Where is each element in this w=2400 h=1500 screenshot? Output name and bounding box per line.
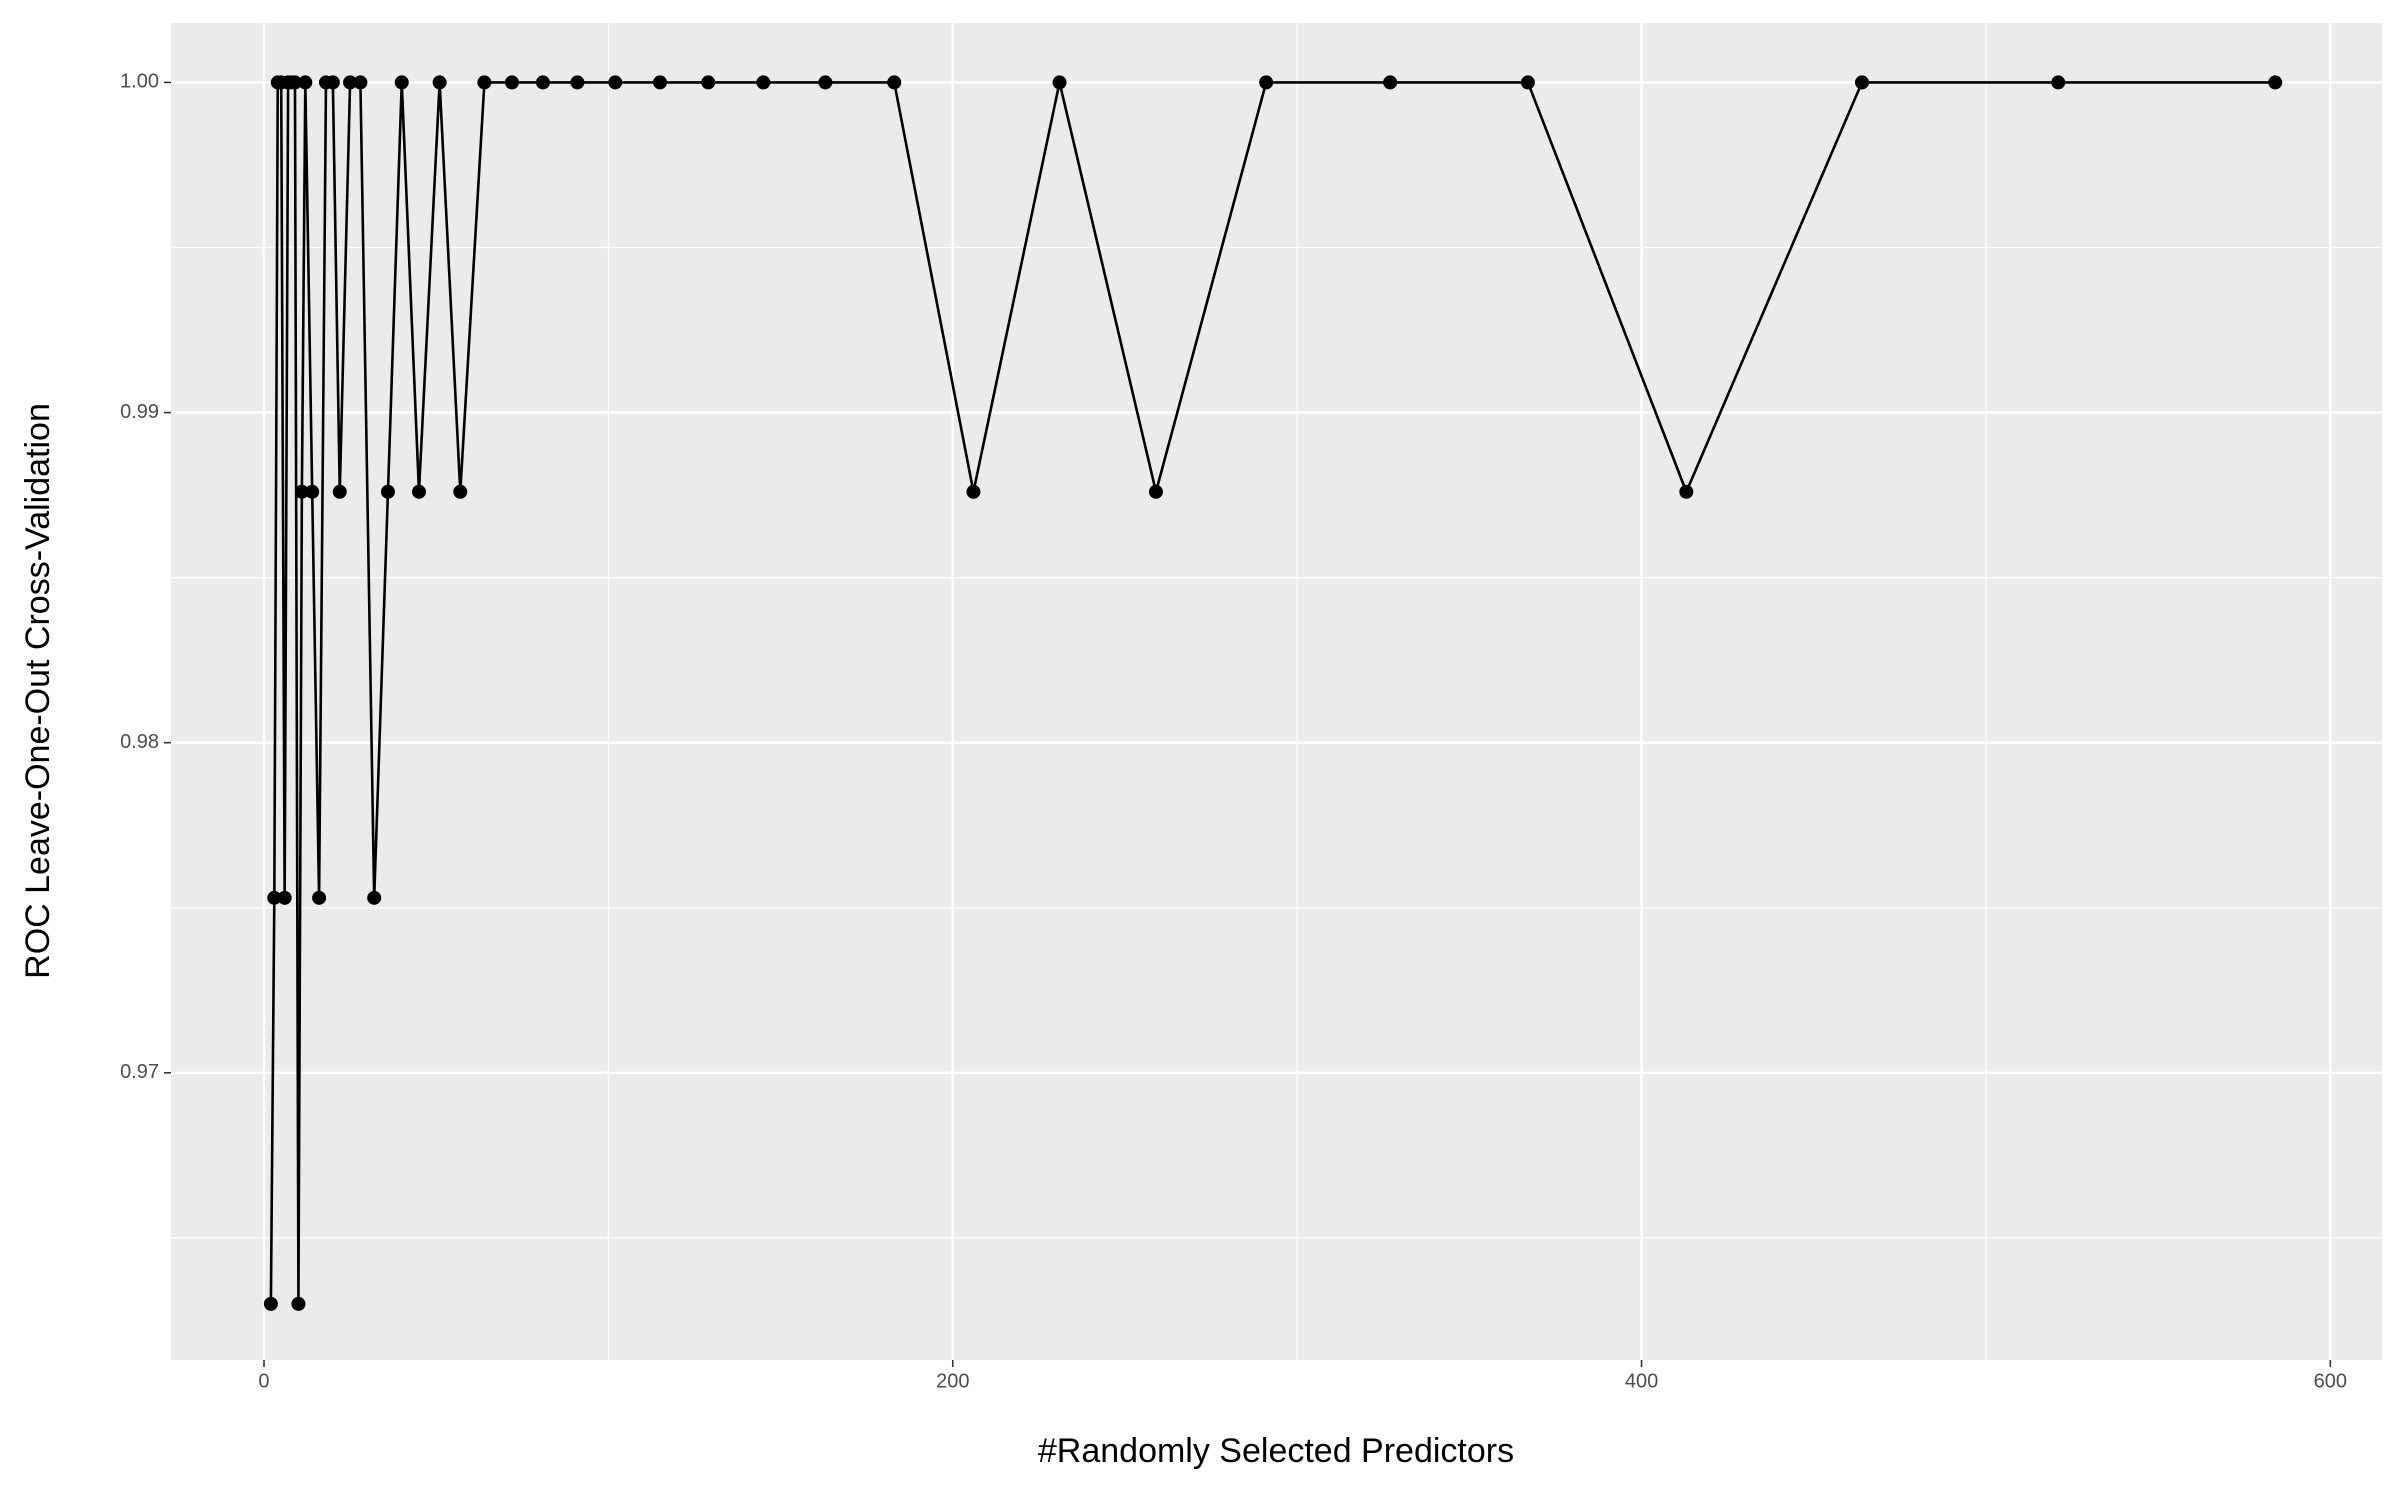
point [477,75,492,90]
point [1383,75,1398,90]
point [343,75,358,90]
line [269,81,2276,1304]
point [267,890,282,905]
point [1259,75,1274,90]
point [325,75,340,90]
point [818,75,833,90]
y-tick-label: 0.99 [120,401,159,423]
point [298,75,313,90]
point [1520,75,1535,90]
point [332,484,347,499]
point [504,75,519,90]
point [367,890,382,905]
x-tick-label: 200 [936,1370,969,1392]
x-axis-title: #Randomly Selected Predictors [1038,1432,1514,1470]
point [701,75,716,90]
y-tick-label: 0.97 [120,1061,159,1083]
point [2051,75,2066,90]
point [966,484,981,499]
point [1854,75,1869,90]
x-tick-label: 600 [2314,1370,2347,1392]
point [380,484,395,499]
point [535,75,550,90]
x-tick-label: 400 [1625,1370,1658,1392]
point [287,75,302,90]
point [1148,484,1163,499]
y-tick-label: 0.98 [120,731,159,753]
panel [171,23,2382,1360]
x-tick-label: 0 [258,1370,269,1392]
point [887,75,902,90]
point [353,75,368,90]
y-axis-title: ROC Leave-One-Out Cross-Validation [19,403,57,979]
point [608,75,623,90]
point [653,75,668,90]
point [263,1296,278,1311]
point [2268,75,2283,90]
point [394,75,409,90]
point [453,484,468,499]
point [277,890,292,905]
point [432,75,447,90]
point [1052,75,1067,90]
point [756,75,771,90]
point [294,484,309,499]
point [411,484,426,499]
y-tick-label: 1.00 [120,71,159,93]
point [570,75,585,90]
point [312,890,327,905]
point [291,1296,306,1311]
point [1679,484,1694,499]
point [305,484,320,499]
